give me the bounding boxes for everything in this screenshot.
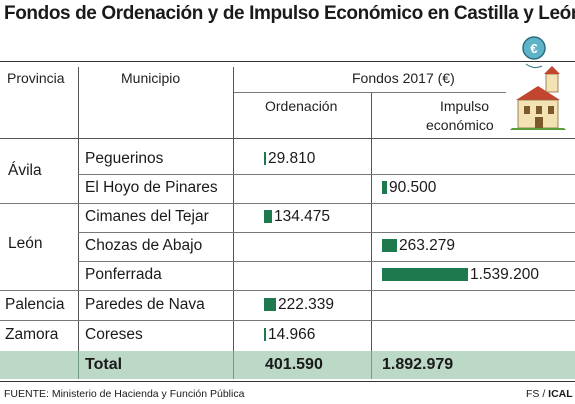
province-label: León <box>8 235 43 252</box>
municipio-cell: Coreses <box>85 326 143 343</box>
bar-value-label: 1.539.200 <box>470 266 539 283</box>
col-divider-3 <box>371 92 372 377</box>
municipio-cell: Cimanes del Tejar <box>85 208 209 225</box>
bottom-rule <box>0 381 575 382</box>
chart-title: Fondos de Ordenación y de Impulso Económ… <box>4 3 575 24</box>
total-divider <box>78 351 79 379</box>
row-line <box>78 232 575 233</box>
credit-agency: ICAL <box>548 388 573 400</box>
col-divider-1 <box>78 67 79 377</box>
credit: FS / ICAL <box>526 388 573 400</box>
bar-ordenacion <box>264 328 266 341</box>
row-line <box>0 290 575 291</box>
province-label: Palencia <box>5 296 65 313</box>
bar-value-label: 29.810 <box>268 150 316 167</box>
total-divider <box>371 351 372 379</box>
row-line <box>0 320 575 321</box>
municipio-cell: Ponferrada <box>85 266 162 283</box>
municipio-cell: Paredes de Nava <box>85 296 205 313</box>
bar-value-label: 222.339 <box>278 296 335 313</box>
header-provincia: Provincia <box>7 70 65 86</box>
province-label: Zamora <box>5 326 59 343</box>
bar-value-label: 14.966 <box>268 326 316 343</box>
row-line <box>0 203 575 204</box>
row-line <box>78 261 575 262</box>
total-row-band <box>0 351 575 379</box>
col-divider-2 <box>233 67 234 377</box>
top-rule <box>0 61 575 62</box>
bar-ordenacion <box>264 210 272 223</box>
total-divider <box>233 351 234 379</box>
header-impulso-2: económico <box>426 117 494 133</box>
bar-ordenacion <box>264 298 276 311</box>
bar-value-label: 90.500 <box>389 179 437 196</box>
total-impulso: 1.892.979 <box>382 356 454 373</box>
fondos-underline <box>234 92 506 93</box>
municipio-cell: Chozas de Abajo <box>85 237 203 254</box>
province-label: Ávila <box>8 162 42 179</box>
bar-impulso <box>382 268 468 281</box>
municipio-cell: Peguerinos <box>85 150 164 167</box>
header-impulso-1: Impulso <box>440 98 490 114</box>
svg-text:€: € <box>530 41 537 56</box>
bar-impulso <box>382 239 397 252</box>
house-icon: € <box>510 36 566 130</box>
header-art: € <box>508 34 570 130</box>
bar-ordenacion <box>264 152 266 165</box>
bar-value-label: 263.279 <box>399 237 456 254</box>
header-ordenacion: Ordenación <box>265 98 338 114</box>
header-bottom-rule <box>0 138 575 139</box>
euro-coin-icon <box>522 36 546 60</box>
total-ordenacion: 401.590 <box>265 356 323 373</box>
header-municipio: Municipio <box>121 70 181 86</box>
credit-initials: FS / <box>526 388 549 400</box>
municipio-cell: El Hoyo de Pinares <box>85 179 218 196</box>
total-label: Total <box>85 356 123 373</box>
source-note: FUENTE: Ministerio de Hacienda y Función… <box>4 388 245 400</box>
row-line <box>78 174 575 175</box>
bar-impulso <box>382 181 387 194</box>
header-fondos: Fondos 2017 (€) <box>352 70 455 86</box>
bar-value-label: 134.475 <box>274 208 331 225</box>
